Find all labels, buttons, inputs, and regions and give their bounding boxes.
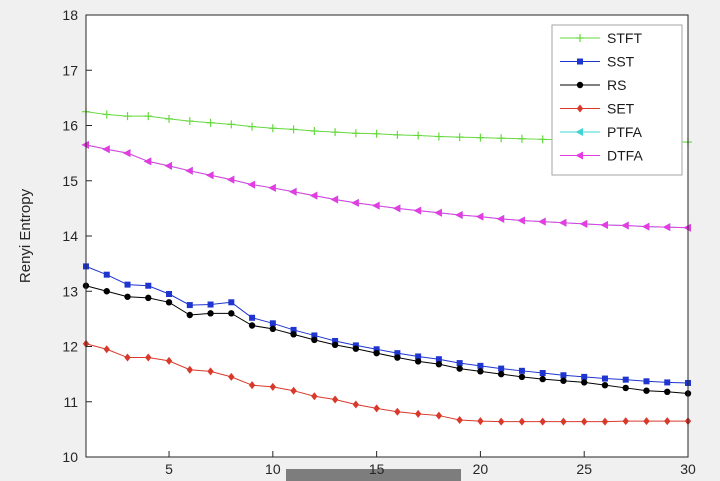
- y-tick-label: 15: [62, 173, 78, 189]
- legend-entry-RS: RS: [560, 77, 626, 93]
- y-tick-label: 18: [62, 7, 78, 23]
- legend-label: SET: [607, 101, 635, 117]
- x-tick-label: 25: [576, 461, 592, 477]
- x-tick-label: 10: [265, 461, 281, 477]
- y-tick-label: 13: [62, 283, 78, 299]
- y-tick-label: 17: [62, 62, 78, 78]
- x-tick-label: 5: [165, 461, 173, 477]
- series-RS-line: [85, 285, 689, 394]
- y-tick-label: 14: [62, 228, 78, 244]
- legend-entry-SST: SST: [560, 54, 635, 70]
- series-DTFA-line: [85, 144, 689, 229]
- legend-entry-STFT: STFT: [560, 30, 642, 46]
- x-tick-label: 30: [680, 461, 696, 477]
- series-RS: [82, 282, 692, 397]
- legend-entry-DTFA: DTFA: [560, 148, 643, 164]
- legend-label: RS: [607, 77, 626, 93]
- legend-entry-PTFA: PTFA: [560, 124, 643, 140]
- legend-box: [551, 24, 683, 176]
- legend-label: DTFA: [607, 148, 643, 164]
- y-tick-label: 11: [63, 394, 78, 410]
- axis-ticks: 5 10 15 20 25 30 10 11 12 13 14 15 16 17 18: [62, 7, 696, 477]
- y-tick-label: 10: [62, 449, 78, 465]
- series-SST-line: [85, 265, 689, 384]
- y-axis-label: Renyi Entropy: [17, 188, 34, 283]
- series-SST: [83, 263, 691, 386]
- y-tick-label: 12: [62, 339, 78, 355]
- y-tick-label: 16: [62, 118, 78, 134]
- legend-entry-SET: SET: [560, 101, 635, 117]
- legend-label: SST: [607, 54, 635, 70]
- series-SET-line: [85, 343, 688, 423]
- gray-bar: [286, 469, 461, 481]
- legend: STFT SST RS SET PTFA DTFA: [551, 24, 683, 176]
- series-SET: [82, 339, 692, 426]
- legend-label: PTFA: [607, 124, 643, 140]
- x-tick-label: 20: [473, 461, 489, 477]
- x-tick-label: 15: [369, 461, 385, 477]
- legend-label: STFT: [607, 30, 642, 46]
- series-DTFA: [81, 140, 691, 232]
